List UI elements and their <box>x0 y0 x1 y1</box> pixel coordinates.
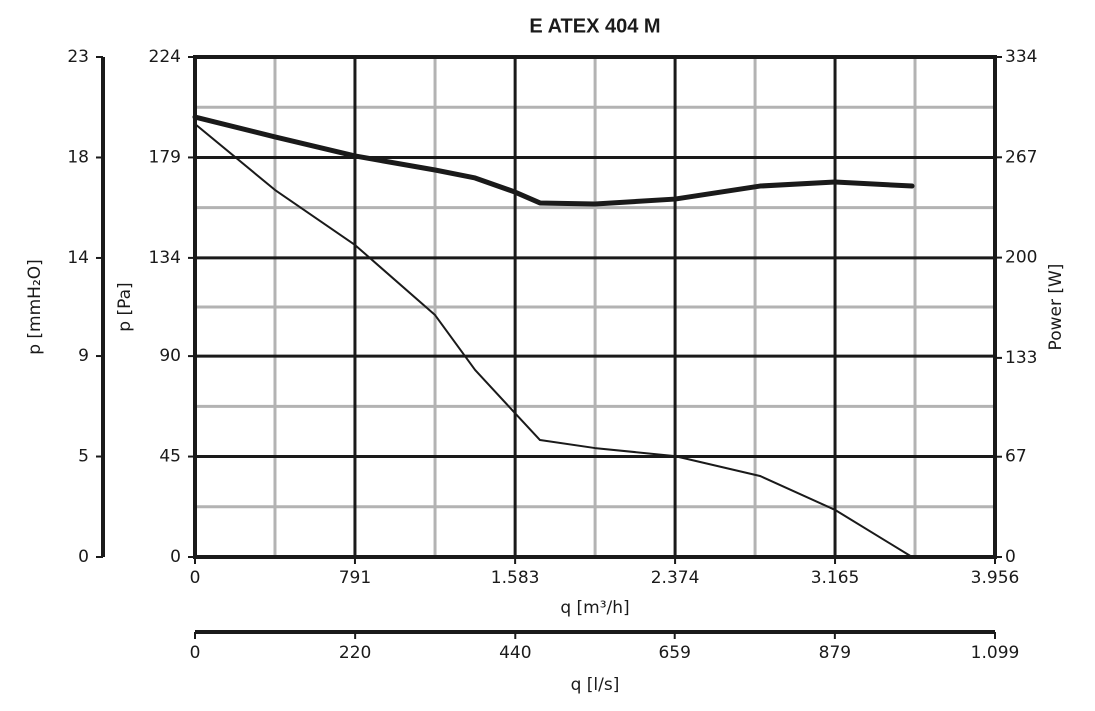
y3-tick-label: 14 <box>67 248 89 268</box>
y3-tick-label: 18 <box>67 147 89 167</box>
x-tick-label: 3.165 <box>811 568 860 588</box>
y2-tick-label: 0 <box>1005 547 1016 567</box>
plot-frame <box>193 55 997 559</box>
y2-tick-label: 133 <box>1005 348 1037 368</box>
y-tick-label: 179 <box>149 147 181 167</box>
x-tick-label: 3.956 <box>971 568 1020 588</box>
curve <box>192 114 915 207</box>
y3-axis-title: p [mmH₂O] <box>25 259 45 355</box>
y-tick-label: 224 <box>149 47 181 67</box>
x2-tick-label: 0 <box>190 643 201 663</box>
x-tick-label: 0 <box>190 568 201 588</box>
x-tick-label: 2.374 <box>651 568 700 588</box>
y3-tick-label: 9 <box>78 346 89 366</box>
y2-tick-label: 200 <box>1005 248 1037 268</box>
y2-tick-label: 334 <box>1005 47 1037 67</box>
x-tick-label: 791 <box>339 568 371 588</box>
x2-tick-label: 220 <box>339 643 371 663</box>
x2-axis-title: q [l/s] <box>571 675 620 695</box>
x2-tick-label: 1.099 <box>971 643 1020 663</box>
y-tick-label: 90 <box>159 346 181 366</box>
y2-tick-label: 67 <box>1005 447 1027 467</box>
y-tick-label: 0 <box>170 547 181 567</box>
y-axis-title: p [Pa] <box>115 282 135 331</box>
x2-tick-label: 879 <box>819 643 851 663</box>
chart-title: E ATEX 404 M <box>529 15 660 37</box>
y3-tick-label: 0 <box>78 547 89 567</box>
x2-tick-label: 659 <box>658 643 690 663</box>
y2-tick-label: 267 <box>1005 147 1037 167</box>
y3-tick-label: 5 <box>78 447 89 467</box>
x-tick-label: 1.583 <box>491 568 540 588</box>
x-axis-title: q [m³/h] <box>560 598 629 618</box>
y3-tick-label: 23 <box>67 47 89 67</box>
y-tick-label: 134 <box>149 248 181 268</box>
y2-axis-title: Power [W] <box>1046 264 1066 351</box>
curve <box>194 122 914 558</box>
y-tick-label: 45 <box>159 447 181 467</box>
x2-tick-label: 440 <box>499 643 531 663</box>
